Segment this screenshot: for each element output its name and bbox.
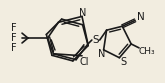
Text: N: N — [79, 8, 87, 19]
Text: S: S — [120, 57, 126, 67]
Text: S: S — [92, 35, 99, 45]
Text: F: F — [11, 23, 17, 33]
Text: N: N — [137, 12, 145, 22]
Text: N: N — [98, 49, 105, 59]
Text: F: F — [11, 33, 17, 43]
Text: CH₃: CH₃ — [139, 47, 155, 56]
Text: Cl: Cl — [79, 57, 89, 67]
Text: F: F — [11, 43, 17, 53]
